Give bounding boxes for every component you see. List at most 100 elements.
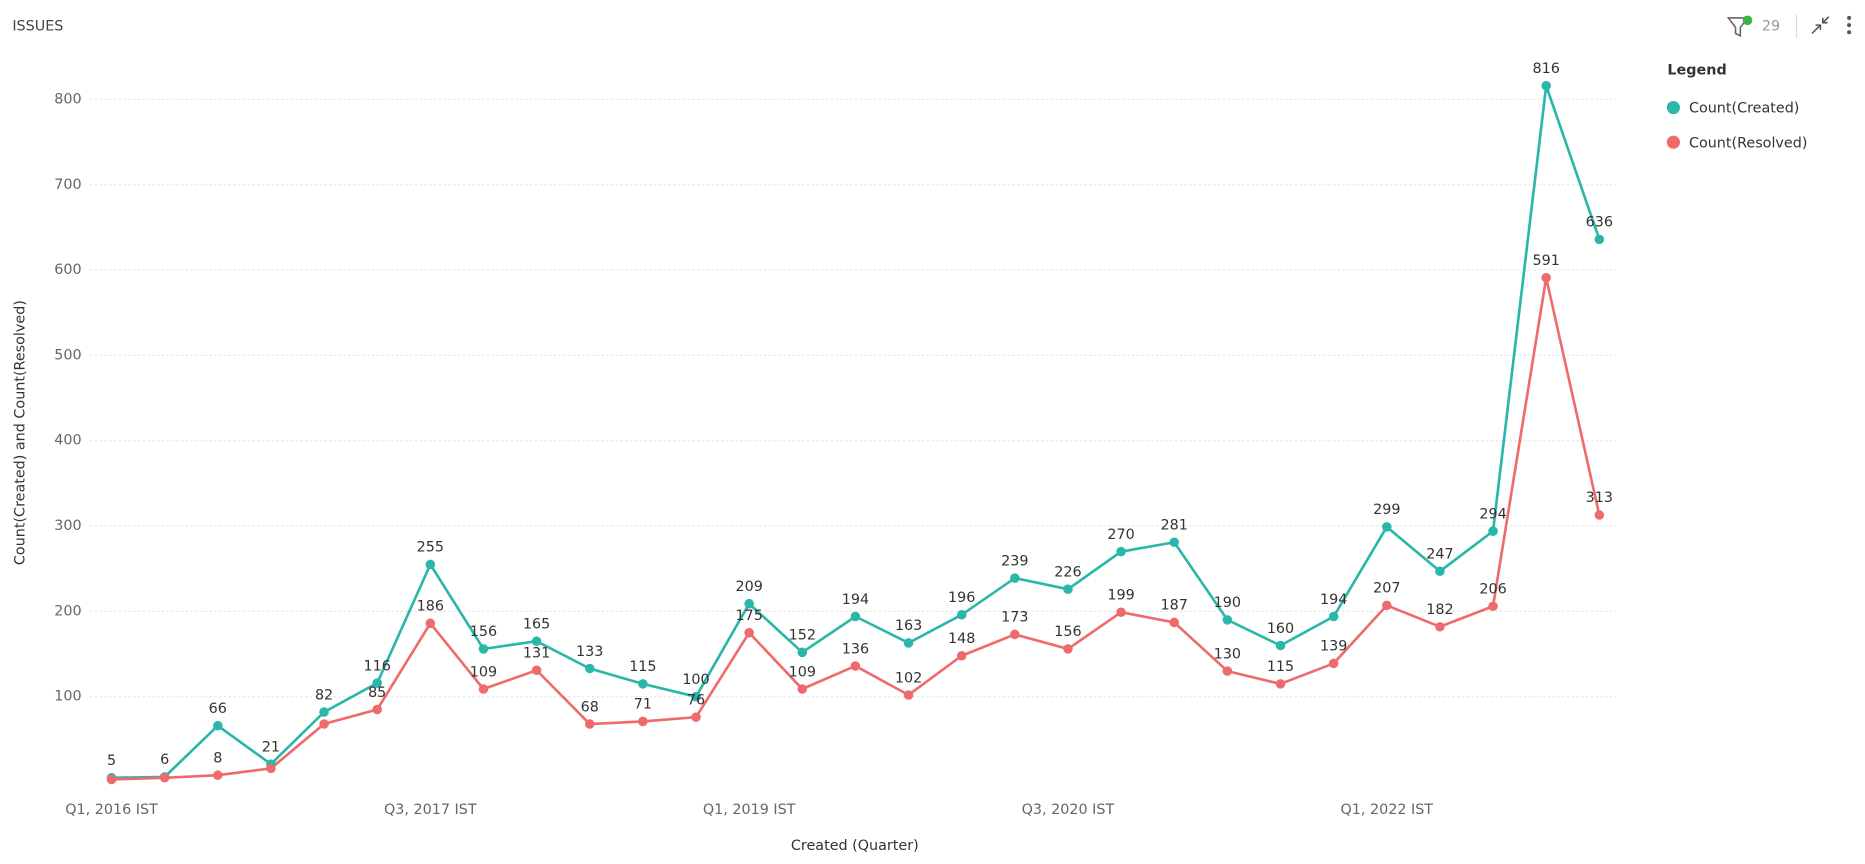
data-point	[1541, 80, 1551, 91]
data-label: 163	[895, 618, 922, 634]
data-label: 207	[1373, 581, 1400, 597]
data-label: 115	[1267, 659, 1294, 675]
x-tick-label: Q1, 2019 IST	[703, 802, 796, 818]
data-point	[797, 684, 808, 694]
data-label: 239	[1001, 553, 1028, 569]
data-point	[1275, 640, 1286, 651]
data-point	[850, 661, 861, 671]
data-point	[956, 650, 967, 661]
data-point	[1381, 600, 1392, 611]
data-label: 160	[1267, 621, 1294, 637]
data-point	[1169, 617, 1180, 628]
data-label: 115	[629, 659, 656, 675]
data-point	[1328, 658, 1339, 669]
series-line	[111, 85, 1601, 780]
data-point	[903, 638, 914, 648]
data-point	[797, 647, 808, 658]
data-point	[1063, 584, 1073, 594]
filter-dot	[1742, 15, 1753, 26]
data-label: 130	[1214, 646, 1241, 662]
y-tick-label: 600	[54, 262, 81, 278]
legend-swatch	[1666, 135, 1680, 149]
data-label: 66	[209, 701, 227, 717]
data-label: 6	[160, 752, 169, 768]
data-point	[478, 644, 489, 654]
x-axis-title: Created (Quarter)	[791, 838, 919, 854]
data-label: 152	[789, 628, 816, 644]
panel-title: ISSUES	[12, 18, 63, 34]
data-point	[213, 770, 223, 780]
data-point	[638, 716, 648, 727]
data-point	[531, 636, 542, 647]
data-point	[638, 679, 648, 689]
data-label: 8	[213, 750, 222, 766]
data-point	[159, 772, 170, 783]
filter-button[interactable]: 29	[1726, 15, 1780, 38]
data-point	[1328, 611, 1339, 622]
menu-button[interactable]	[1847, 15, 1852, 35]
legend-label: Count(Resolved)	[1689, 135, 1807, 151]
data-label: 187	[1161, 598, 1188, 614]
data-label: 199	[1107, 587, 1134, 603]
data-label: 109	[470, 664, 497, 680]
data-point	[584, 663, 595, 674]
legend-title: Legend	[1667, 63, 1726, 79]
data-label: 209	[735, 579, 762, 595]
data-point	[744, 627, 754, 638]
y-tick-label: 100	[54, 689, 81, 705]
data-label: 636	[1586, 215, 1613, 231]
data-point	[1488, 601, 1498, 612]
data-point	[1116, 607, 1126, 618]
data-point	[1116, 546, 1126, 557]
y-tick-label: 200	[54, 603, 81, 619]
data-label: 148	[948, 631, 975, 647]
data-label: 131	[523, 646, 550, 662]
data-point	[319, 719, 329, 729]
data-point	[1594, 510, 1605, 520]
collapse-button[interactable]	[1811, 16, 1830, 35]
data-point	[584, 719, 595, 729]
data-label: 76	[687, 692, 705, 708]
data-label: 133	[576, 644, 603, 660]
data-point	[744, 598, 754, 609]
data-point	[1169, 537, 1180, 548]
data-label: 173	[1001, 610, 1028, 626]
data-point	[1381, 522, 1392, 532]
data-label: 196	[948, 590, 975, 606]
y-axis-title: Count(Created) and Count(Resolved)	[13, 300, 29, 565]
data-point	[1435, 566, 1445, 577]
data-label: 313	[1586, 490, 1613, 506]
series-line	[111, 277, 1601, 781]
data-point	[425, 618, 436, 629]
data-label: 194	[1320, 592, 1347, 608]
data-point	[106, 774, 117, 785]
data-label: 294	[1479, 506, 1506, 522]
data-label: 5	[107, 753, 116, 769]
data-point	[425, 559, 436, 570]
data-label: 226	[1054, 564, 1081, 580]
data-point	[1435, 621, 1445, 632]
data-point	[531, 665, 542, 676]
y-tick-label: 700	[54, 177, 81, 193]
data-point	[266, 763, 276, 774]
filter-count: 29	[1762, 18, 1780, 34]
y-tick-label: 400	[54, 433, 81, 449]
data-label: 270	[1107, 527, 1134, 543]
data-point	[213, 720, 223, 731]
data-point	[1222, 666, 1233, 676]
x-tick-label: Q3, 2017 IST	[384, 802, 477, 818]
y-tick-label: 300	[54, 518, 81, 534]
data-label: 591	[1533, 253, 1560, 269]
data-label: 100	[682, 672, 709, 688]
data-label: 68	[581, 699, 599, 715]
data-point	[1010, 629, 1020, 640]
data-point	[1222, 615, 1233, 625]
x-tick-label: Q1, 2022 IST	[1340, 802, 1433, 818]
data-label: 255	[417, 540, 444, 556]
data-point	[478, 684, 489, 694]
data-label: 21	[262, 739, 280, 755]
data-label: 816	[1533, 61, 1560, 77]
legend-swatch	[1666, 100, 1680, 115]
